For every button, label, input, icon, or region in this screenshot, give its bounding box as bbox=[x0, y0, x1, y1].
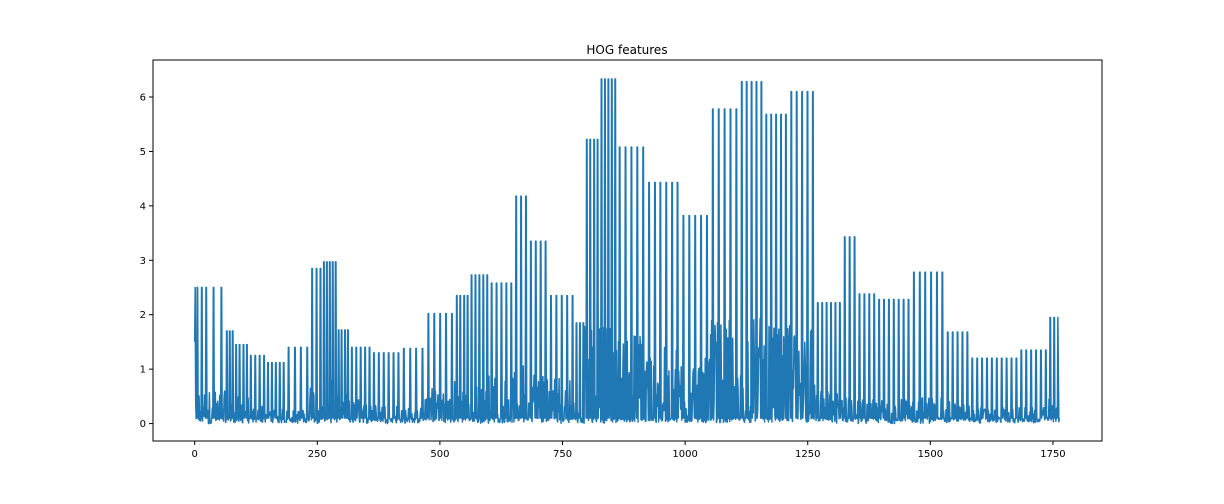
y-axis: 0 1 2 3 4 5 6 bbox=[140, 93, 153, 430]
y-tick-label: 1 bbox=[140, 365, 146, 376]
x-tick-label: 750 bbox=[553, 449, 572, 460]
axes-frame bbox=[152, 59, 1103, 442]
x-tick-label: 500 bbox=[430, 449, 449, 460]
x-tick-label: 1750 bbox=[1040, 449, 1065, 460]
y-tick-label: 0 bbox=[140, 419, 146, 430]
y-tick-label: 2 bbox=[140, 310, 146, 321]
x-axis: 0 250 500 750 1000 1250 1500 1750 bbox=[191, 441, 1066, 460]
series-line bbox=[193, 78, 1061, 425]
y-tick-label: 5 bbox=[140, 147, 146, 158]
x-tick-label: 1250 bbox=[795, 449, 820, 460]
y-tick-label: 6 bbox=[140, 93, 146, 104]
x-tick-label: 0 bbox=[191, 449, 197, 460]
series-group bbox=[193, 78, 1061, 425]
y-tick-label: 3 bbox=[140, 256, 146, 267]
x-tick-label: 250 bbox=[308, 449, 327, 460]
y-tick-label: 4 bbox=[140, 201, 146, 212]
chart-title: HOG features bbox=[586, 43, 667, 57]
x-tick-label: 1000 bbox=[672, 449, 697, 460]
x-tick-label: 1500 bbox=[918, 449, 943, 460]
